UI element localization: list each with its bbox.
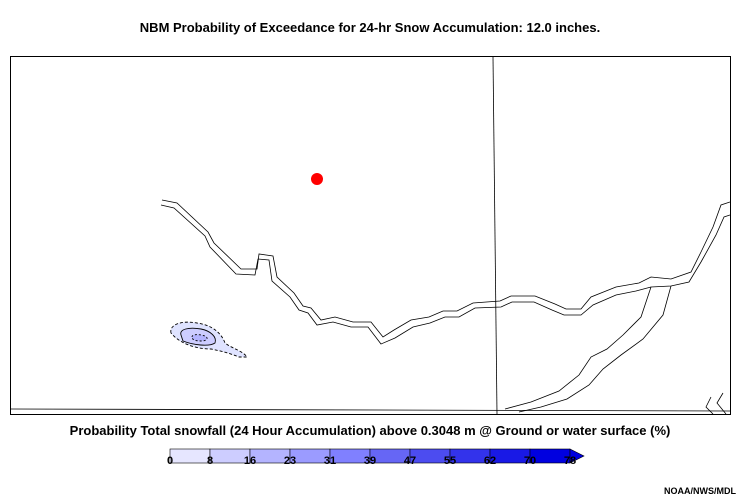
- colorbar-tick-label: 31: [323, 455, 337, 467]
- map-canvas: [11, 57, 730, 414]
- bottom-boundary: [11, 408, 730, 412]
- colorbar-arrow: [569, 448, 585, 464]
- credit-label: NOAA/NWS/MDL: [664, 486, 736, 496]
- river-branch-east-north: [504, 286, 652, 410]
- colorbar-tick-label: 47: [403, 455, 417, 467]
- colorbar-tick-label: 39: [363, 455, 377, 467]
- colorbar-tick-label: 23: [283, 455, 297, 467]
- colorbar-tick-label: 78: [563, 455, 577, 467]
- river-bank-north: [161, 199, 730, 338]
- probability-region-inner: [191, 334, 208, 342]
- map-title: NBM Probability of Exceedance for 24-hr …: [139, 20, 601, 35]
- river-branch-east-south: [518, 285, 672, 413]
- colorbar: [169, 448, 585, 464]
- colorbar-tick-label: 8: [206, 455, 214, 467]
- colorbar-tick-label: 55: [443, 455, 457, 467]
- legend-title: Probability Total snowfall (24 Hour Accu…: [69, 423, 671, 438]
- colorbar-tick-label: 0: [166, 455, 174, 467]
- location-marker[interactable]: [311, 173, 323, 185]
- colorbar-tick-label: 16: [243, 455, 257, 467]
- colorbar-tick-label: 62: [483, 455, 497, 467]
- colorbar-tick-label: 70: [523, 455, 537, 467]
- river-bank-south: [160, 204, 730, 345]
- map-panel[interactable]: [10, 56, 731, 415]
- state-boundary-vertical: [492, 57, 498, 414]
- river-branch-small: [705, 392, 727, 414]
